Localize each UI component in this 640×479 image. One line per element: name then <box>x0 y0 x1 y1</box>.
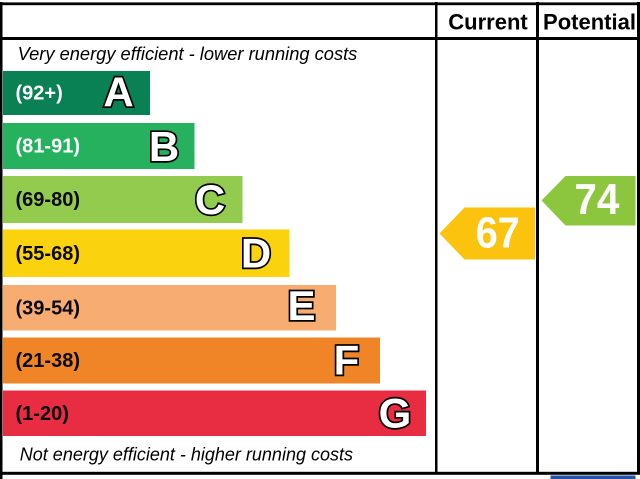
svg-text:A: A <box>103 69 133 116</box>
svg-text:(69-80): (69-80) <box>16 189 80 211</box>
svg-text:(92+): (92+) <box>16 83 63 105</box>
svg-text:Not energy efficient - higher: Not energy efficient - higher running co… <box>20 444 353 464</box>
svg-text:(55-68): (55-68) <box>16 243 80 265</box>
svg-text:(1-20): (1-20) <box>16 403 69 425</box>
svg-text:C: C <box>195 176 225 223</box>
svg-text:E: E <box>287 282 315 329</box>
svg-text:(81-91): (81-91) <box>16 136 80 158</box>
svg-text:D: D <box>241 230 271 277</box>
svg-text:74: 74 <box>574 175 619 224</box>
svg-text:F: F <box>334 337 360 384</box>
svg-text:G: G <box>379 390 412 437</box>
svg-text:(39-54): (39-54) <box>16 297 80 319</box>
svg-text:67: 67 <box>476 209 520 258</box>
svg-text:Potential: Potential <box>543 10 636 35</box>
svg-text:B: B <box>149 123 179 170</box>
svg-text:Very energy efficient - lower: Very energy efficient - lower running co… <box>18 43 358 64</box>
svg-text:(21-38): (21-38) <box>16 350 80 372</box>
svg-text:Current: Current <box>448 10 528 35</box>
